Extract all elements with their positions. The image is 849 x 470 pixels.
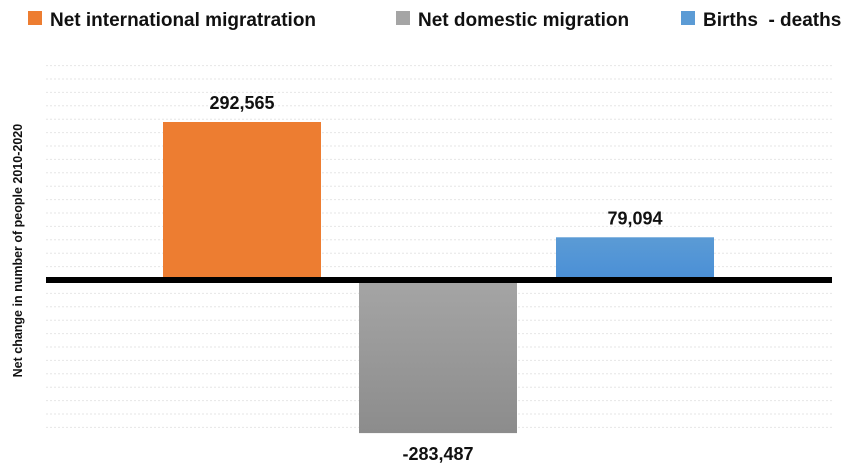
legend-swatch-domestic <box>396 11 410 25</box>
legend-label-domestic: Net domestic migration <box>418 10 629 31</box>
legend-label-births-deaths: Births - deaths <box>703 10 841 31</box>
data-label-domestic: -283,487 <box>402 444 473 464</box>
legend: Net international migratration Net domest… <box>28 10 841 31</box>
legend-label-international: Net international migratration <box>50 10 316 31</box>
y-axis-label: Net change in number of people 2010-2020 <box>11 124 25 378</box>
bar-international <box>163 122 321 280</box>
legend-swatch-international <box>28 11 42 25</box>
legend-swatch-births-deaths <box>681 11 695 25</box>
bar-births-deaths <box>556 237 714 280</box>
bars <box>163 122 714 434</box>
data-label-international: 292,565 <box>209 93 274 113</box>
bar-domestic <box>359 280 517 434</box>
data-label-births-deaths: 79,094 <box>607 208 662 228</box>
data-labels: 292,565 -283,487 79,094 <box>209 93 662 464</box>
